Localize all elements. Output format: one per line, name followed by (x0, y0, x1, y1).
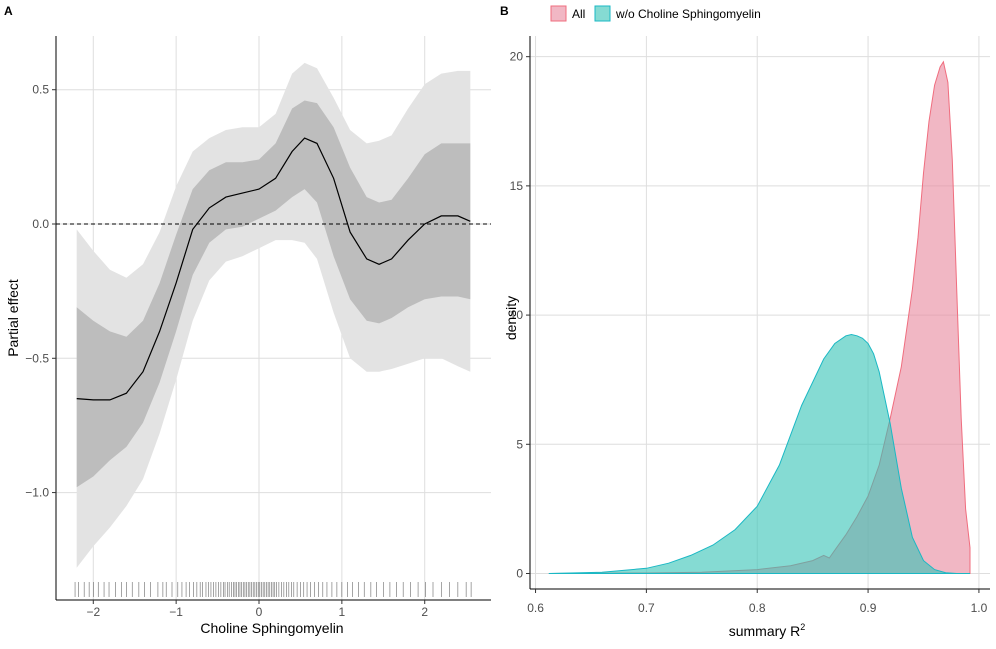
panel-b-xtick-label-3: 0.9 (860, 601, 877, 615)
panel-a: A −2 −1 0 1 2 −1.0 −0.5 0.0 0.5 Choline Sphingom… (4, 4, 491, 636)
panel-a-outer-band-layer (76, 62, 471, 568)
legend: All w/o Choline Sphingomyelin (550, 5, 761, 22)
panel-a-rug (74, 582, 472, 597)
panel-a-ytick-label-2: 0.0 (32, 217, 49, 231)
panel-b-ytick-label-3: 15 (510, 179, 524, 193)
panel-b-ytick-label-0: 0 (516, 566, 523, 580)
panel-b-areas (548, 60, 971, 574)
panel-a-xtick-label-1: −1 (169, 605, 183, 619)
panel-b-ytick-label-2: 10 (510, 308, 524, 322)
panel-a-fit-layer (76, 137, 471, 401)
legend-key-all (550, 5, 567, 22)
panel-b: B All w/o Choline Sphingomyelin 0.6 0.7 0.… (500, 4, 990, 639)
panel-b-ylabel: density (503, 296, 519, 340)
panel-b-xtick-label-0: 0.6 (527, 601, 544, 615)
panel-b-axes: 0.6 0.7 0.8 0.9 1.0 0 5 10 15 20 (510, 36, 990, 615)
panel-a-axes: −2 −1 0 1 2 −1.0 −0.5 0.0 0.5 (25, 36, 491, 619)
panel-a-xtick-label-0: −2 (86, 605, 100, 619)
panel-a-xtick-label-3: 1 (339, 605, 346, 619)
density-area-all (548, 60, 971, 574)
panel-a-ytick-label-3: 0.5 (32, 83, 49, 97)
panel-b-xtick-label-2: 0.8 (749, 601, 766, 615)
panel-a-ylabel: Partial effect (5, 279, 21, 357)
panel-a-ytick-label-0: −1.0 (25, 486, 49, 500)
panel-b-ytick-label-1: 5 (516, 437, 523, 451)
panel-a-inner-band-layer (76, 100, 471, 488)
panel-a-xtick-label-2: 0 (256, 605, 263, 619)
legend-key-wo-choline (594, 5, 611, 22)
panel-b-xtick-label-4: 1.0 (971, 601, 988, 615)
panel-b-xlabel-sup: 2 (800, 622, 805, 632)
panel-a-tag: A (4, 4, 13, 18)
panel-b-tag: B (500, 4, 509, 18)
panel-b-xlabel: summary R2 (729, 622, 806, 639)
fit-line (76, 137, 471, 401)
panel-b-ytick-label-4: 20 (510, 50, 524, 64)
panel-b-xlabel-text: summary R (729, 623, 801, 639)
panel-b-xtick-label-1: 0.7 (638, 601, 655, 615)
inner-confidence-band (76, 100, 471, 488)
panel-a-xlabel: Choline Sphingomyelin (200, 620, 343, 636)
legend-label-wo-choline: w/o Choline Sphingomyelin (615, 7, 761, 21)
density-area-wo-choline (548, 333, 970, 574)
panel-a-ytick-label-1: −0.5 (25, 351, 49, 365)
panel-a-xtick-label-4: 2 (421, 605, 428, 619)
legend-label-all: All (572, 7, 585, 21)
outer-confidence-band (76, 62, 471, 568)
